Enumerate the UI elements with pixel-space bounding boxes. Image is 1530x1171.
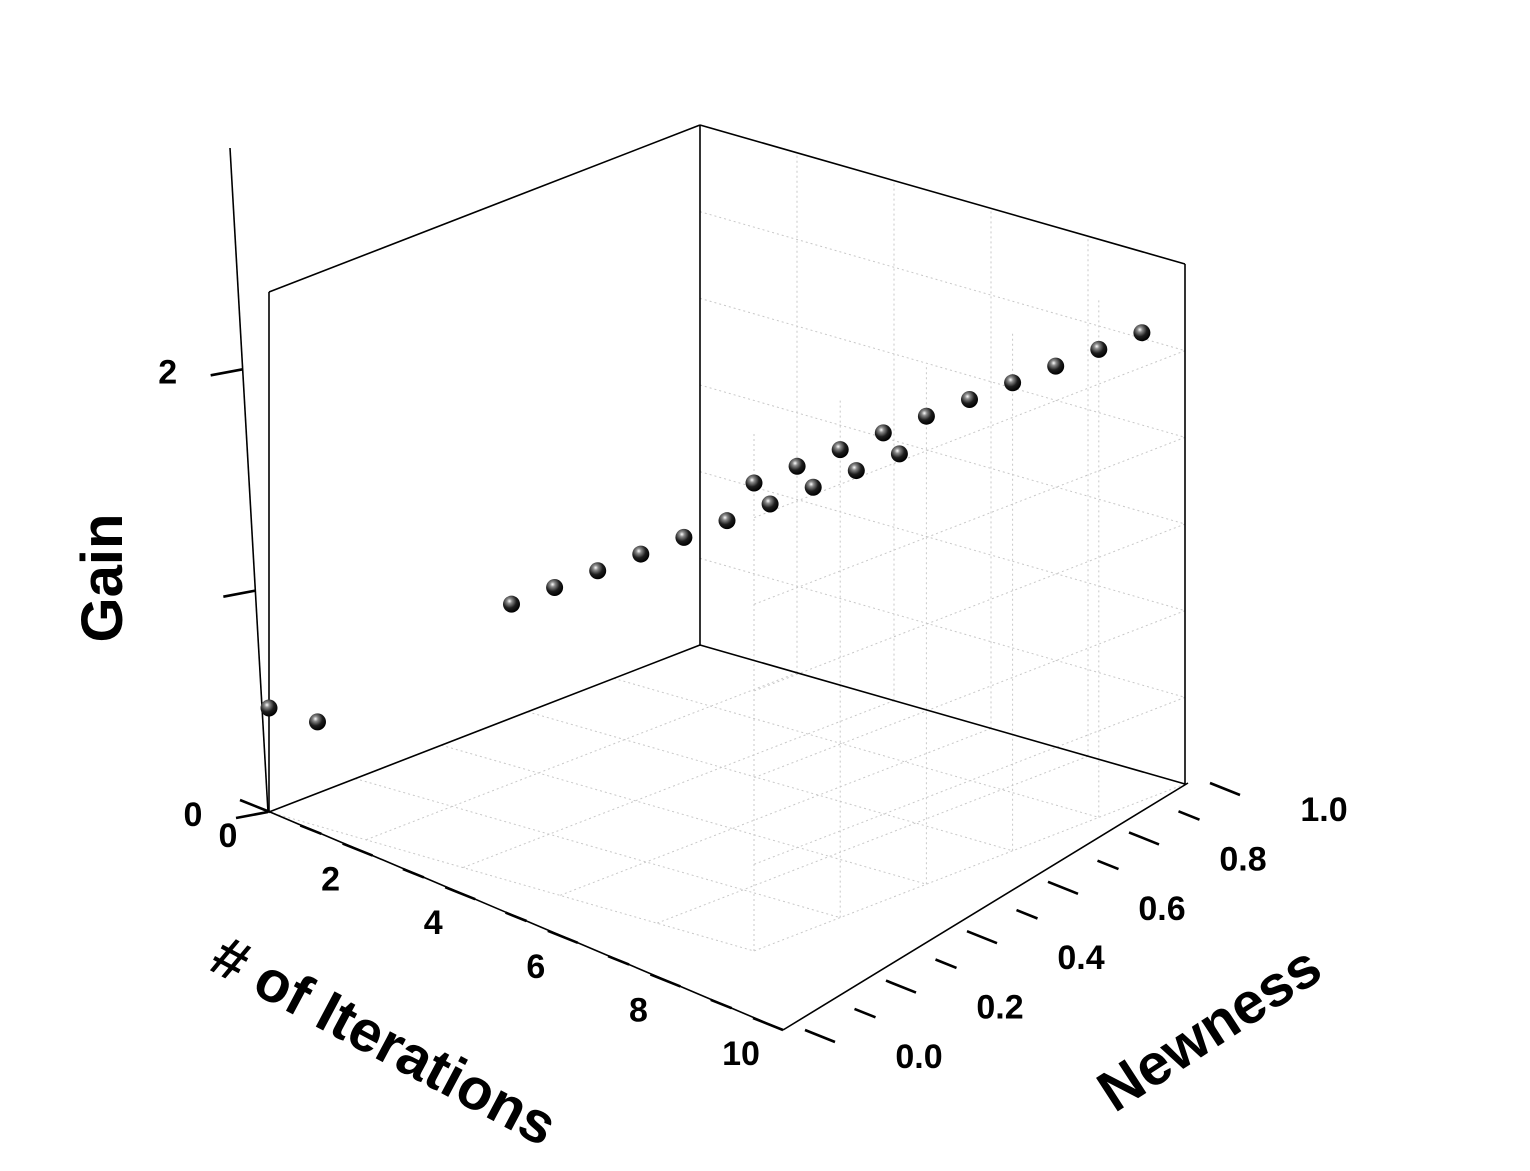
axes-frame (229, 124, 1189, 1031)
wall-grid-line (699, 384, 1186, 525)
data-point (718, 512, 736, 530)
x-axis-tick (649, 973, 681, 988)
y-axis-tick (966, 929, 998, 945)
data-point (788, 457, 806, 475)
z-axis-tick (235, 810, 269, 820)
y-axis-tick (854, 1007, 876, 1019)
x-axis-tick (402, 867, 425, 879)
data-point (1090, 340, 1108, 358)
data-point (260, 699, 278, 717)
y-tick-label: 0.0 (895, 1038, 942, 1076)
floor-grid-line (441, 744, 927, 885)
y-axis-tick (935, 958, 957, 970)
y-axis-tick (1047, 880, 1079, 896)
data-point (1133, 324, 1151, 342)
x-axis-tick (547, 929, 579, 945)
y-tick-label: 0.6 (1138, 890, 1185, 928)
x-axis-tick (607, 954, 630, 966)
floor-grid-line (462, 700, 895, 869)
y-tick-label: 1.0 (1300, 791, 1347, 829)
frame-edge (268, 644, 701, 813)
data-point (309, 713, 326, 731)
x-tick-label: 6 (526, 948, 545, 986)
y-axis-tick (1209, 781, 1241, 797)
y-axis-tick (885, 979, 917, 994)
x-axis-tick (505, 911, 527, 923)
data-point (761, 495, 779, 513)
data-point (874, 424, 892, 442)
y-tick-label: 0.8 (1219, 840, 1266, 878)
data-point (890, 445, 908, 463)
frame-edge (699, 644, 1186, 785)
wall-grid-line (699, 211, 1186, 352)
y-axis-tick (1097, 859, 1119, 871)
z-axis-tick (210, 368, 243, 377)
data-point (546, 578, 564, 596)
data-point (847, 462, 865, 480)
x-tick-label: 8 (629, 991, 648, 1029)
x-tick-label: 10 (722, 1035, 760, 1073)
data-point (675, 528, 693, 546)
grid-lines (268, 125, 1186, 952)
x-axis-tick (710, 998, 733, 1010)
y-axis-tick (1016, 908, 1038, 920)
data-point (917, 407, 935, 425)
wall-grid-line (699, 297, 1186, 438)
z-axis-line (229, 147, 269, 813)
x-axis-tick (299, 824, 322, 836)
x-axis-tick (342, 842, 374, 857)
floor-grid-line (656, 755, 1089, 924)
y-tick-label: 0.2 (976, 989, 1023, 1027)
y-axis-tick (1128, 831, 1160, 846)
wall-grid-line (753, 610, 1186, 779)
floor-grid-line (527, 711, 1013, 852)
y-axis-line (782, 782, 1189, 1031)
x-axis-title: # of Iterations (201, 923, 567, 1159)
frame-edge (699, 124, 1186, 265)
data-point (1047, 357, 1065, 375)
x-axis-tick (239, 798, 271, 814)
y-axis-tick (804, 1028, 836, 1044)
data-point (1004, 374, 1022, 392)
data-point (632, 545, 650, 563)
axis-ticks (210, 368, 1241, 1044)
floor-grid-line (355, 778, 841, 919)
data-point (503, 595, 520, 613)
z-axis-title: Gain (70, 514, 135, 643)
z-axis-tick (223, 589, 256, 598)
wall-grid-line (699, 471, 1186, 612)
floor-grid-line (268, 811, 755, 952)
floor-grid-line (753, 783, 1186, 952)
floor-grid-line (559, 727, 992, 896)
x-tick-label: 4 (424, 904, 443, 942)
wall-grid-line (699, 557, 1186, 698)
data-point (589, 562, 607, 580)
tick-labels: 0 2 4 6 8 10 0.0 0.2 0.4 0.6 0.8 1.0 0 2 (158, 353, 1347, 1076)
data-points (260, 324, 1151, 731)
wall-grid-line (753, 523, 1186, 692)
y-axis-title: Newness (1086, 933, 1332, 1124)
y-tick-label: 0.4 (1057, 939, 1104, 977)
wall-grid-line (753, 350, 1186, 519)
wall-grid-line (753, 696, 1186, 865)
z-tick-label: 2 (158, 353, 177, 391)
data-point (831, 441, 849, 459)
x-tick-label: 0 (219, 817, 238, 855)
x-tick-label: 2 (321, 861, 340, 899)
x-axis-tick (752, 1016, 784, 1032)
wall-grid-line (753, 436, 1186, 605)
floor-grid-line (613, 677, 1099, 818)
x-axis-tick (444, 885, 476, 901)
data-point (961, 391, 978, 408)
data-point (804, 478, 822, 496)
z-tick-label: 0 (184, 796, 203, 834)
y-axis-tick (1178, 810, 1200, 821)
data-point (745, 474, 763, 492)
frame-edge (268, 124, 701, 293)
floor-grid-line (365, 672, 798, 841)
